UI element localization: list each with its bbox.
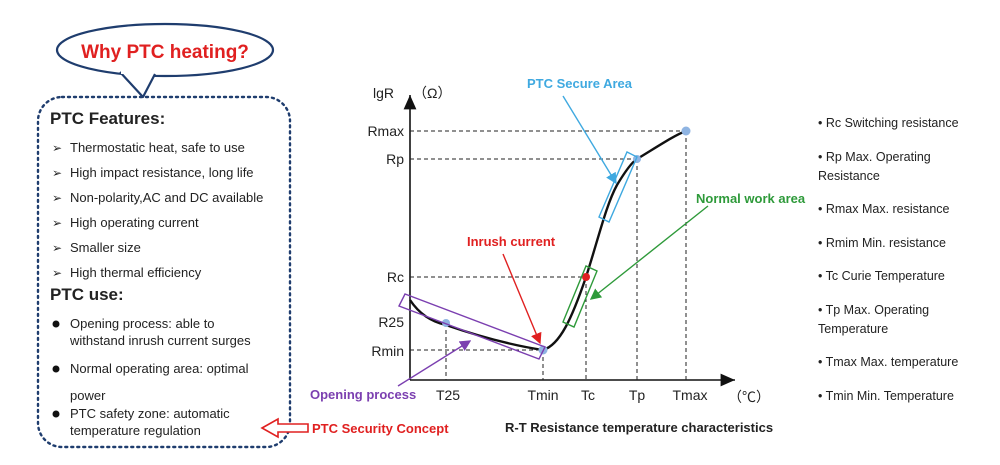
legend-item-line: • Rmim Min. resistance [818, 236, 946, 250]
guide-lines [410, 130, 687, 380]
rt-chart: lgR （Ω） （℃） Rmax Rp Rc R25 Rmin T25 Tmin… [310, 76, 806, 435]
use-item-line: temperature regulation [70, 423, 201, 438]
legend-item-line: Resistance [818, 169, 880, 183]
arrowhead-bullet-icon: ➢ [52, 216, 62, 230]
legend-item-line: • Rp Max. Operating [818, 150, 931, 164]
x-tick-t25: T25 [436, 387, 460, 403]
legend-item-line: • Tc Curie Temperature [818, 269, 945, 283]
y-unit: （Ω） [413, 85, 451, 101]
point-rc [582, 273, 590, 281]
x-tick-tmax: Tmax [673, 387, 708, 403]
bullet-dot-icon [52, 410, 60, 418]
legend-item-line: • Tmin Min. Temperature [818, 389, 954, 403]
arrowhead-bullet-icon: ➢ [52, 166, 62, 180]
y-tick-rc: Rc [387, 269, 404, 285]
opening-arrow [397, 340, 472, 387]
y-tick-r25: R25 [378, 314, 404, 330]
secure-area-label: PTC Secure Area [527, 76, 633, 91]
legend-item-line: Temperature [818, 322, 888, 336]
x-tick-tc: Tc [581, 387, 595, 403]
y-tick-rmax: Rmax [367, 123, 404, 139]
feature-item: Non-polarity,AC and DC available [70, 190, 263, 205]
info-panel [36, 95, 292, 449]
arrowhead-bullet-icon: ➢ [52, 141, 62, 155]
secure-arrow [562, 95, 617, 185]
normal-work-zone-box [562, 265, 598, 328]
use-item-line: power [70, 388, 106, 403]
y-tick-rmin: Rmin [371, 343, 404, 359]
inrush-label: Inrush current [467, 234, 556, 249]
bullet-dot-icon [52, 320, 60, 328]
y-tick-rp: Rp [386, 151, 404, 167]
feature-item: Smaller size [70, 240, 141, 255]
feature-item: High operating current [70, 215, 199, 230]
inrush-arrow [502, 253, 542, 345]
x-unit: （℃） [728, 389, 770, 405]
normal-work-label: Normal work area [696, 191, 806, 206]
feature-item: High impact resistance, long life [70, 165, 254, 180]
bullet-dot-icon [52, 365, 60, 373]
legend-item-line: • Rc Switching resistance [818, 116, 959, 130]
secure-zone-box [598, 151, 638, 223]
legend-item-line: • Tp Max. Operating [818, 303, 929, 317]
uses-heading: PTC use: [50, 285, 124, 304]
callout-title: Why PTC heating? [81, 42, 249, 63]
features-heading: PTC Features: [50, 109, 165, 128]
feature-item: Thermostatic heat, safe to use [70, 140, 245, 155]
arrowhead-bullet-icon: ➢ [52, 191, 62, 205]
use-item-line: Normal operating area: optimal [70, 361, 249, 376]
x-tick-tp: Tp [629, 387, 646, 403]
arrowhead-bullet-icon: ➢ [52, 241, 62, 255]
legend-item-line: • Tmax Max. temperature [818, 355, 958, 369]
normal-work-arrow [589, 205, 709, 300]
features-list: ➢ Thermostatic heat, safe to use ➢ High imp… [52, 140, 263, 280]
use-item-line: Opening process: able to [70, 316, 215, 331]
y-axis-label: lgR [373, 85, 394, 101]
legend-item-line: • Rmax Max. resistance [818, 202, 950, 216]
legend-list: • Rc Switching resistance • Rp Max. Opera… [818, 116, 959, 403]
security-concept-label: PTC Security Concept [312, 421, 449, 436]
callout-bubble: Why PTC heating? [55, 22, 275, 99]
x-tick-tmin: Tmin [527, 387, 558, 403]
uses-list: Opening process: able to withstand inrush… [52, 316, 251, 438]
chart-caption: R-T Resistance temperature characteristi… [505, 420, 773, 435]
use-item-line: PTC safety zone: automatic [70, 406, 230, 421]
point-rmax [681, 126, 691, 136]
opening-label: Opening process [310, 387, 416, 402]
security-concept-arrow [260, 417, 309, 439]
use-item-line: withstand inrush current surges [69, 333, 251, 348]
opening-zone-box [398, 293, 546, 360]
arrowhead-bullet-icon: ➢ [52, 266, 62, 280]
feature-item: High thermal efficiency [70, 265, 202, 280]
